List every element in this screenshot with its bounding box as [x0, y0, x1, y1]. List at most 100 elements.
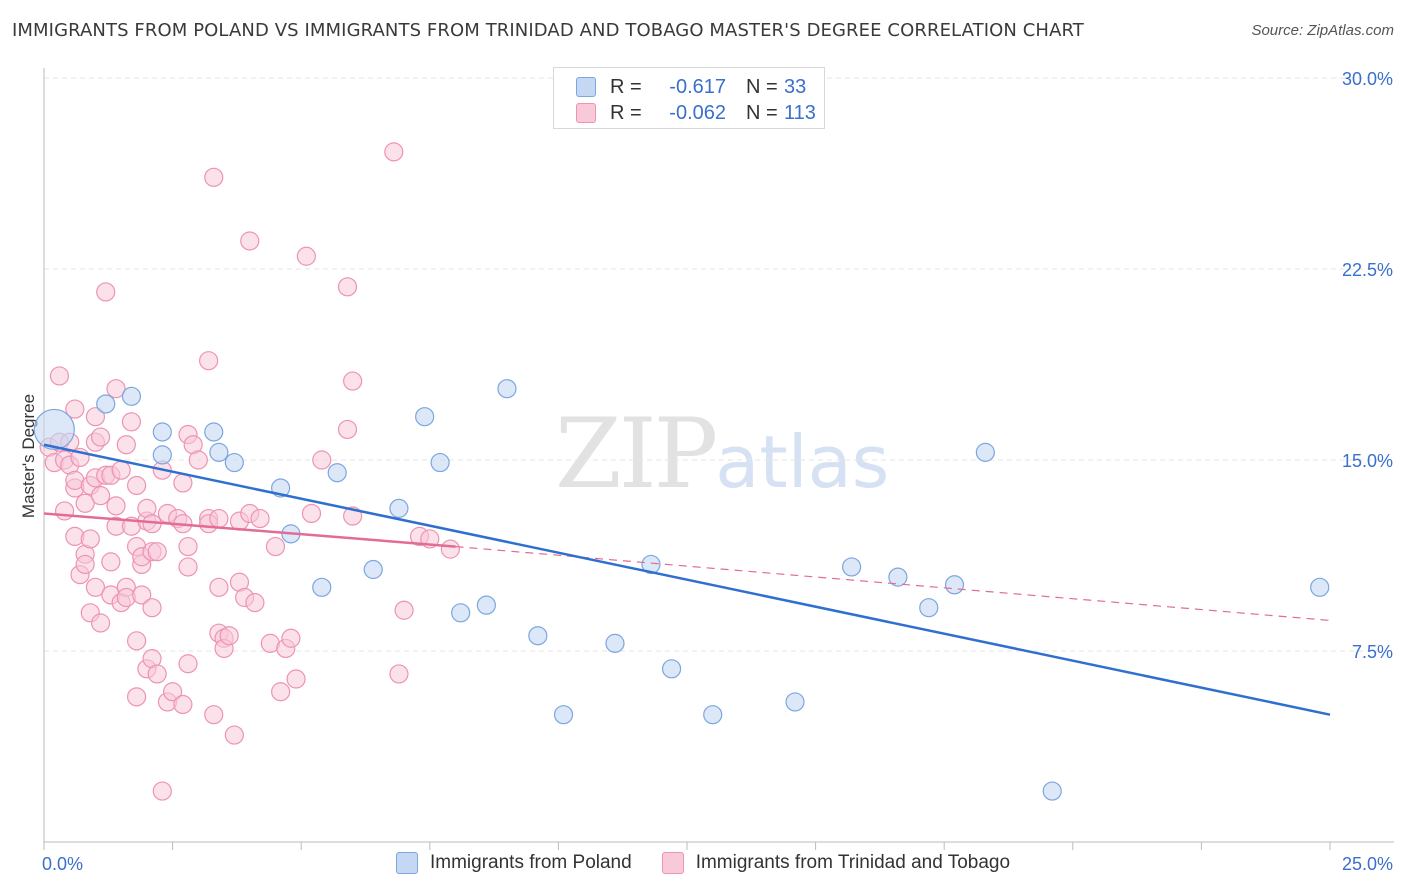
trinidad-point — [281, 628, 301, 648]
poland-point — [703, 705, 723, 725]
poland-trend-line — [43, 443, 1331, 716]
stats-legend: R = -0.617 N = 33 R = -0.062 N = 113 — [553, 67, 825, 129]
poland-point — [842, 557, 862, 577]
trinidad-point — [101, 552, 121, 572]
poland-point — [33, 408, 75, 451]
trinidad-point — [178, 557, 198, 577]
trinidad-point — [209, 577, 229, 597]
source-label: Source: ZipAtlas.com — [1251, 22, 1394, 39]
poland-point — [641, 554, 661, 575]
y-tick-label: 22.5% — [1342, 260, 1393, 280]
y-tick-label: 7.5% — [1352, 642, 1393, 662]
series-legend: Immigrants from Poland Immigrants from T… — [396, 852, 1040, 874]
trinidad-point — [199, 351, 219, 371]
poland-point — [553, 705, 574, 725]
trinidad-point — [54, 501, 75, 521]
stats-legend-row-trinidad: R = -0.062 N = 113 — [576, 101, 816, 125]
stats-legend-row-poland: R = -0.617 N = 33 — [576, 75, 806, 99]
trinidad-point — [173, 473, 193, 493]
trinidad-point — [343, 371, 363, 391]
trinidad-point — [394, 600, 414, 620]
trinidad-point — [296, 246, 316, 266]
legend-item-poland: Immigrants from Poland — [396, 852, 632, 874]
n-value: 33 — [784, 75, 807, 98]
x-tick-label: 25.0% — [1342, 854, 1393, 874]
trinidad-point — [152, 781, 172, 801]
trinidad-point — [389, 664, 409, 684]
legend-item-trinidad: Immigrants from Trinidad and Tobago — [661, 852, 1011, 874]
n-label: N = — [746, 101, 778, 124]
legend-label-trinidad: Immigrants from Trinidad and Tobago — [695, 852, 1011, 873]
poland-point — [451, 603, 471, 623]
trinidad-point — [90, 613, 111, 633]
poland-legend-swatch — [396, 852, 418, 874]
trinidad-point — [178, 536, 198, 557]
trinidad-point — [301, 503, 322, 524]
trinidad-point — [90, 486, 111, 506]
poland-point — [975, 442, 995, 462]
y-tick-label: 15.0% — [1342, 451, 1393, 471]
chart-title: IMMIGRANTS FROM POLAND VS IMMIGRANTS FRO… — [12, 20, 1084, 41]
poland-point — [497, 379, 517, 399]
poland-point — [1310, 577, 1330, 597]
trinidad-point — [163, 682, 183, 702]
trinidad-point — [142, 598, 162, 618]
trinidad-point — [147, 542, 167, 562]
trinidad-point — [209, 508, 229, 529]
trinidad-legend-swatch — [661, 852, 684, 874]
poland-point — [312, 577, 332, 597]
trinidad-point — [126, 475, 147, 496]
trinidad-point — [75, 554, 95, 575]
x-tick-label: 0.0% — [42, 854, 83, 874]
legend-label-poland: Immigrants from Poland — [430, 852, 632, 873]
trinidad-point — [80, 529, 100, 549]
trinidad-point — [116, 435, 136, 455]
trinidad-point — [90, 427, 111, 447]
poland-point — [605, 633, 625, 653]
r-value: -0.617 — [669, 75, 726, 98]
trinidad-point — [312, 450, 332, 470]
r-label: R = — [610, 101, 642, 124]
r-label: R = — [610, 75, 642, 98]
y-axis-label: Master's Degree — [19, 394, 38, 518]
trinidad-point — [245, 593, 265, 613]
trinidad-point — [440, 539, 460, 559]
trinidad-point — [111, 460, 131, 480]
poland-point — [327, 463, 347, 483]
trinidad-point — [147, 664, 167, 684]
watermark-zip: ZIP — [555, 398, 718, 510]
n-value: 113 — [784, 101, 816, 124]
n-label: N = — [746, 75, 778, 98]
trinidad-point — [96, 282, 116, 302]
poland-point — [430, 452, 450, 473]
trinidad-point — [85, 577, 106, 597]
trinidad-point — [126, 631, 147, 651]
trinidad-point — [106, 379, 126, 399]
poland-point — [389, 498, 409, 518]
trinidad-point — [106, 496, 126, 516]
trinidad-point — [286, 669, 306, 689]
trinidad-point — [178, 654, 198, 674]
poland-point — [528, 626, 548, 646]
r-value: -0.062 — [669, 101, 726, 124]
trinidad-point — [384, 142, 404, 162]
y-tick-label: 30.0% — [1342, 69, 1393, 89]
trinidad-point — [132, 585, 152, 605]
trinidad-point — [75, 493, 95, 513]
trinidad-point — [219, 626, 239, 646]
poland-point — [888, 567, 908, 587]
trinidad-point — [337, 277, 358, 297]
poland-point — [1042, 781, 1062, 801]
poland-point — [363, 559, 383, 580]
poland-point — [785, 692, 805, 712]
poland-point — [919, 598, 939, 618]
poland-swatch — [576, 77, 596, 97]
trinidad-point — [240, 231, 260, 251]
poland-point — [209, 442, 229, 462]
poland-point — [224, 452, 244, 473]
trinidad-point — [173, 694, 193, 715]
watermark: ZIPatlas — [555, 398, 889, 510]
trinidad-point — [121, 412, 142, 432]
trinidad-point — [65, 399, 85, 419]
